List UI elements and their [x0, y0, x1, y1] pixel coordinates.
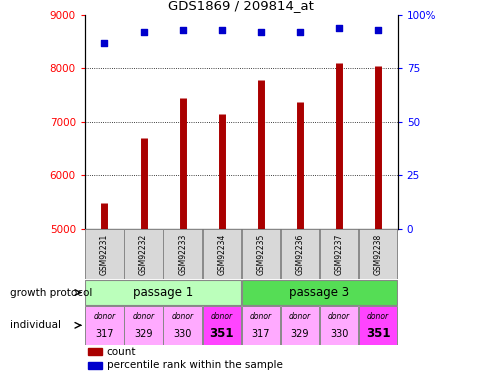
Text: donor: donor [327, 312, 349, 321]
FancyBboxPatch shape [280, 306, 318, 345]
FancyBboxPatch shape [202, 306, 241, 345]
Text: GSM92234: GSM92234 [217, 233, 226, 275]
Point [217, 27, 225, 33]
Text: 317: 317 [251, 329, 270, 339]
Text: passage 3: passage 3 [289, 286, 349, 299]
FancyBboxPatch shape [85, 306, 123, 345]
Point [295, 29, 303, 35]
FancyBboxPatch shape [241, 280, 396, 305]
FancyBboxPatch shape [358, 229, 396, 279]
Text: donor: donor [93, 312, 115, 321]
Text: GSM92236: GSM92236 [295, 233, 304, 275]
Text: GSM92235: GSM92235 [256, 233, 265, 275]
Text: donor: donor [210, 312, 232, 321]
Bar [88, 348, 102, 355]
Text: 317: 317 [95, 329, 113, 339]
FancyBboxPatch shape [163, 306, 201, 345]
FancyBboxPatch shape [241, 229, 279, 279]
FancyBboxPatch shape [319, 306, 358, 345]
Text: GSM92233: GSM92233 [178, 233, 187, 275]
FancyBboxPatch shape [124, 306, 162, 345]
Text: GSM92238: GSM92238 [373, 233, 382, 274]
Text: donor: donor [288, 312, 310, 321]
Point [257, 29, 264, 35]
Text: passage 1: passage 1 [133, 286, 193, 299]
Text: donor: donor [249, 312, 272, 321]
FancyBboxPatch shape [85, 280, 241, 305]
Point [100, 40, 108, 46]
FancyBboxPatch shape [280, 229, 318, 279]
Title: GDS1869 / 209814_at: GDS1869 / 209814_at [168, 0, 314, 12]
Text: 351: 351 [365, 327, 390, 340]
Text: 330: 330 [329, 329, 348, 339]
FancyBboxPatch shape [202, 229, 241, 279]
Point [139, 29, 147, 35]
Text: growth protocol: growth protocol [10, 288, 92, 297]
FancyBboxPatch shape [358, 306, 396, 345]
Text: GSM92237: GSM92237 [334, 233, 343, 275]
FancyBboxPatch shape [124, 229, 162, 279]
Text: count: count [106, 346, 136, 357]
Point [179, 27, 186, 33]
FancyBboxPatch shape [319, 229, 358, 279]
Text: GSM92231: GSM92231 [100, 233, 109, 274]
Text: 329: 329 [134, 329, 152, 339]
Text: 351: 351 [209, 327, 233, 340]
Text: donor: donor [171, 312, 193, 321]
Text: individual: individual [10, 320, 60, 330]
Text: donor: donor [132, 312, 154, 321]
FancyBboxPatch shape [163, 229, 201, 279]
FancyBboxPatch shape [241, 306, 279, 345]
Text: percentile rank within the sample: percentile rank within the sample [106, 360, 282, 370]
Point [334, 25, 342, 31]
Text: donor: donor [366, 312, 388, 321]
Text: GSM92232: GSM92232 [139, 233, 148, 274]
Bar [88, 362, 102, 369]
Text: 330: 330 [173, 329, 192, 339]
FancyBboxPatch shape [85, 229, 123, 279]
Text: 329: 329 [290, 329, 309, 339]
Point [374, 27, 381, 33]
